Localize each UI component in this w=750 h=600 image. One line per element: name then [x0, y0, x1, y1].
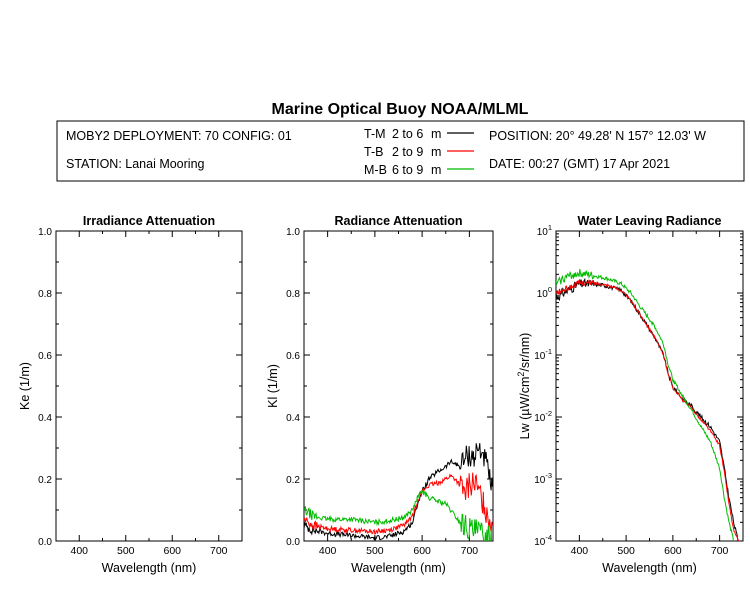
y-tick-label: 0.8 — [286, 289, 300, 300]
x-axis-label: Wavelength (nm) — [351, 561, 446, 575]
position-text: POSITION: 20° 49.28' N 157° 12.03' W — [489, 129, 706, 143]
x-tick-label: 500 — [617, 545, 635, 557]
x-tick-label: 700 — [711, 545, 729, 557]
y-tick-label: 0.2 — [38, 475, 52, 486]
legend-range: 6 to 9 — [392, 163, 423, 177]
legend: T-M 2 to 6 m T-B 2 to 9 m M-B 6 to 9 m — [364, 127, 474, 177]
chart-title: Marine Optical Buoy NOAA/MLML — [272, 101, 529, 118]
legend-entry-t-b: T-B 2 to 9 m — [364, 145, 474, 159]
chart-panel-2: Radiance Attenuation 400 500 600 700 Waveleng… — [266, 214, 494, 575]
y-tick-label: 10-2 — [534, 409, 552, 424]
x-tick-label: 500 — [366, 545, 384, 557]
legend-range: 2 to 9 — [392, 145, 423, 159]
y-tick-label: 10-3 — [534, 471, 552, 486]
x-tick-label: 700 — [461, 545, 479, 557]
legend-entry-t-m: T-M 2 to 6 m — [364, 127, 474, 141]
x-tick-label: 400 — [319, 545, 337, 557]
panel-title: Water Leaving Radiance — [577, 214, 721, 228]
series-line-m-b — [556, 269, 736, 541]
y-tick-label: 0.6 — [38, 351, 52, 362]
y-tick-label: 0.0 — [38, 537, 52, 548]
y-tick-label: 0.8 — [38, 289, 52, 300]
legend-code: T-M — [364, 127, 386, 141]
y-tick-label: 0.4 — [38, 413, 52, 424]
plot-frame — [55, 230, 243, 542]
x-axis-label: Wavelength (nm) — [602, 561, 697, 575]
y-tick-label: 100 — [537, 285, 552, 300]
series-line-t-b — [304, 472, 493, 535]
deployment-text: MOBY2 DEPLOYMENT: 70 CONFIG: 01 — [66, 129, 292, 143]
chart-panel-3: Water Leaving Radiance 400 500 600 700 Wavele… — [516, 214, 744, 575]
y-tick-label: 10-4 — [534, 533, 552, 548]
y-tick-label: 101 — [537, 223, 552, 238]
panel-title: Irradiance Attenuation — [83, 214, 215, 228]
panel-title: Radiance Attenuation — [334, 214, 462, 228]
y-axis-label: Ke (1/m) — [18, 362, 32, 410]
legend-code: T-B — [364, 145, 383, 159]
plot-panels: Irradiance Attenuation 400 500 600 700 Wavele… — [18, 214, 744, 575]
y-axis-label: Kl (1/m) — [266, 364, 280, 408]
y-tick-label: 0.2 — [286, 475, 300, 486]
legend-unit: m — [431, 127, 441, 141]
date-text: DATE: 00:27 (GMT) 17 Apr 2021 — [489, 157, 670, 171]
legend-code: M-B — [364, 163, 387, 177]
series-line-m-b — [304, 490, 493, 541]
x-axis-label: Wavelength (nm) — [102, 561, 197, 575]
y-tick-label: 0.4 — [286, 413, 300, 424]
y-tick-label: 0.0 — [286, 537, 300, 548]
x-tick-label: 600 — [163, 545, 181, 557]
x-tick-label: 600 — [413, 545, 431, 557]
legend-unit: m — [431, 145, 441, 159]
legend-entry-m-b: M-B 6 to 9 m — [364, 163, 474, 177]
header-box — [56, 120, 745, 182]
y-tick-label: 1.0 — [38, 227, 52, 238]
x-tick-label: 400 — [571, 545, 589, 557]
series-line-t-m — [304, 443, 493, 541]
info-header: MOBY2 DEPLOYMENT: 70 CONFIG: 01 STATION:… — [56, 120, 745, 182]
x-tick-label: 700 — [210, 545, 228, 557]
x-tick-label: 400 — [70, 545, 88, 557]
chart-panel-1: Irradiance Attenuation 400 500 600 700 Wavele… — [18, 214, 243, 575]
y-tick-label: 10-1 — [534, 347, 552, 362]
x-tick-label: 500 — [117, 545, 135, 557]
legend-unit: m — [431, 163, 441, 177]
x-tick-label: 600 — [664, 545, 682, 557]
y-tick-label: 0.6 — [286, 351, 300, 362]
station-text: STATION: Lanai Mooring — [66, 157, 205, 171]
plot-frame — [555, 230, 744, 542]
y-tick-label: 1.0 — [286, 227, 300, 238]
series-line-t-b — [556, 278, 740, 541]
y-axis-label: Lw (µW/cm2/sr/nm) — [516, 333, 532, 440]
legend-range: 2 to 6 — [392, 127, 423, 141]
